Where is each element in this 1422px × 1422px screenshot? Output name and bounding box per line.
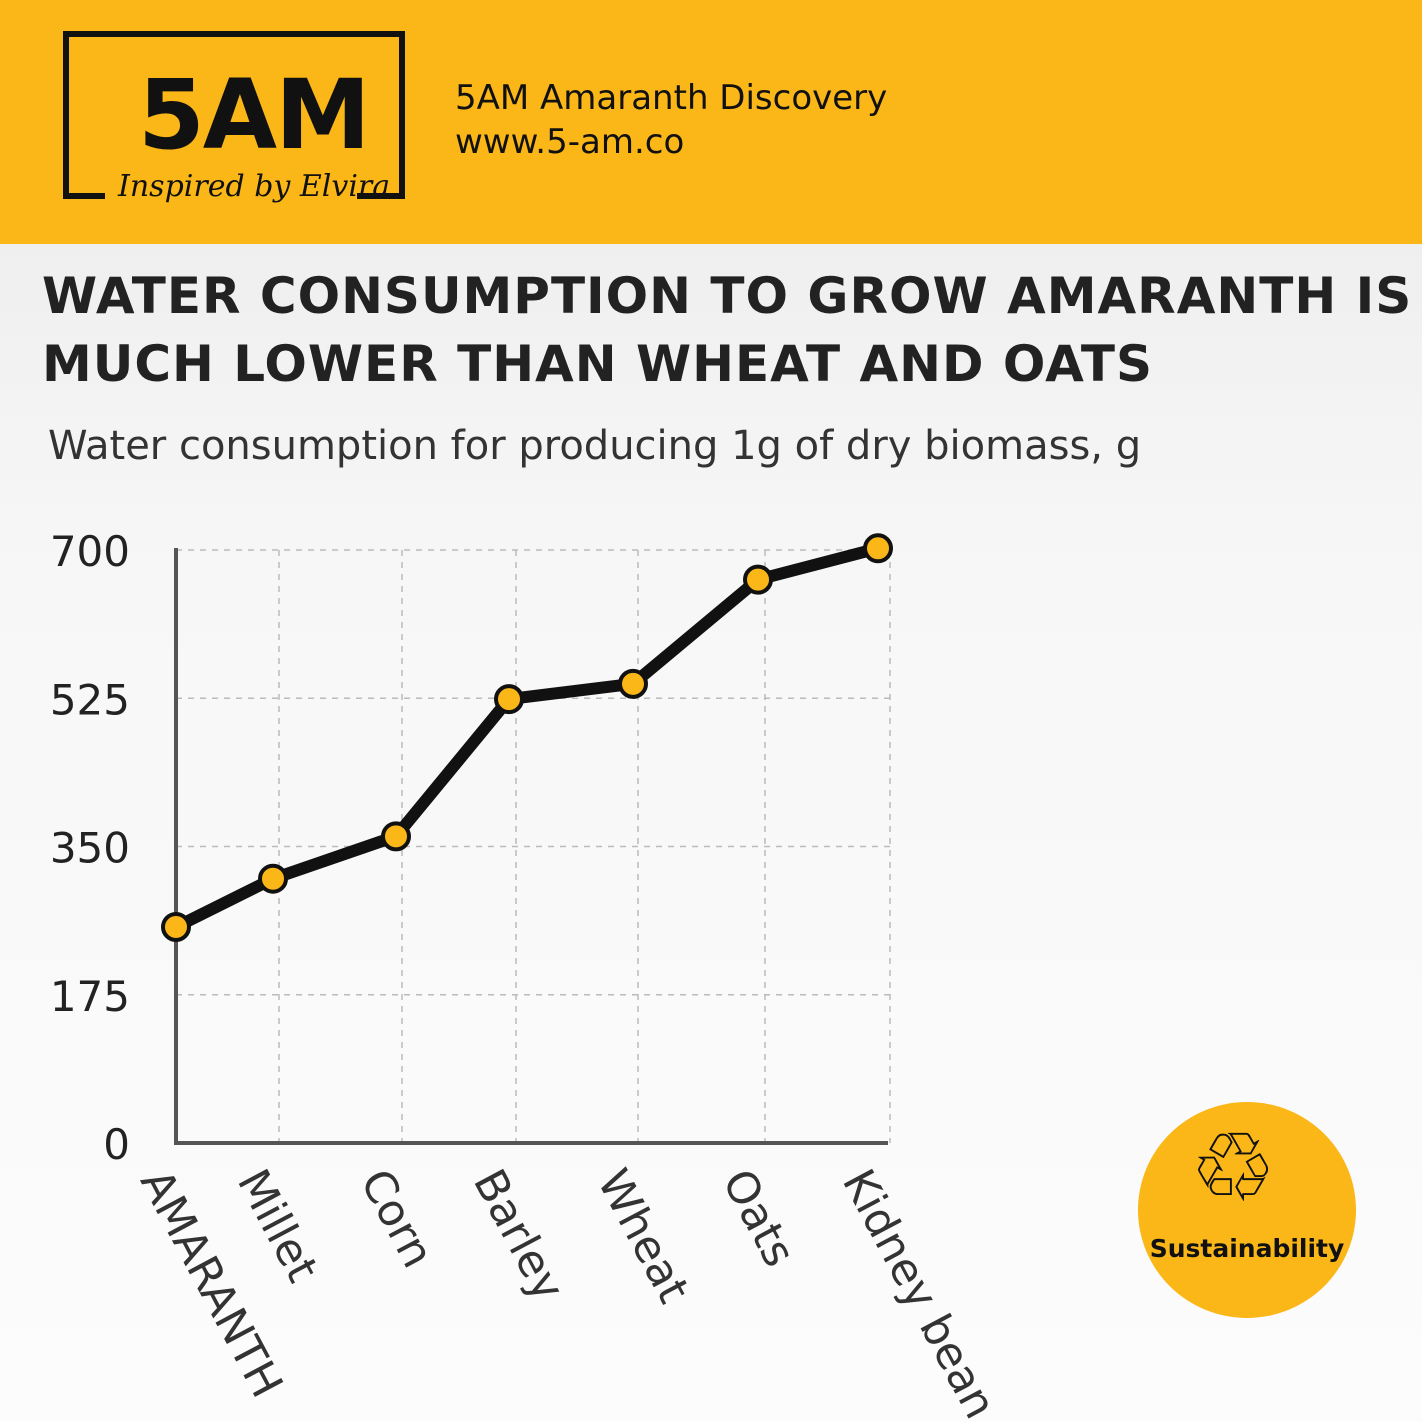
- brand-name: 5AM Amaranth Discovery: [455, 78, 888, 118]
- data-point: [381, 821, 411, 852]
- recycle-icon: ♲: [1190, 1112, 1277, 1224]
- sustainability-badge: ♲ Sustainability: [1138, 1102, 1356, 1318]
- data-point: [258, 863, 288, 894]
- badge-label: Sustainability: [1149, 1234, 1345, 1263]
- x-tick-label: Corn: [350, 1161, 443, 1276]
- chart-subtitle: Water consumption for producing 1g of dr…: [48, 423, 1142, 469]
- x-tick-label: Kidney bean: [832, 1161, 1006, 1422]
- x-tick-label: Millet: [227, 1161, 328, 1290]
- x-tick-label: Oats: [712, 1161, 805, 1275]
- chart-title: WATER CONSUMPTION TO GROW AMARANTH IS MU…: [42, 267, 1413, 393]
- y-tick-label: 525: [50, 675, 130, 724]
- logo-tagline: Inspired by Elvira: [118, 169, 391, 204]
- x-tick-label: Wheat: [587, 1161, 699, 1311]
- x-tick-label: Barley: [463, 1161, 574, 1309]
- logo-mark: 5AM: [138, 59, 371, 171]
- y-tick-label: 0: [103, 1120, 130, 1169]
- data-point: [863, 533, 893, 564]
- data-point: [161, 911, 191, 942]
- data-point: [618, 668, 648, 699]
- data-point: [494, 684, 524, 715]
- website-link[interactable]: www.5-am.co: [455, 122, 685, 162]
- data-point: [743, 564, 773, 595]
- y-tick-label: 700: [50, 527, 130, 576]
- header-banner: 5AM Inspired by Elvira 5AM Amaranth Disc…: [0, 0, 1422, 244]
- y-tick-label: 350: [50, 824, 130, 873]
- brand-logo: 5AM Inspired by Elvira: [63, 31, 405, 204]
- brand-info: 5AM Amaranth Discovery www.5-am.co: [455, 76, 887, 164]
- y-tick-label: 175: [50, 972, 130, 1021]
